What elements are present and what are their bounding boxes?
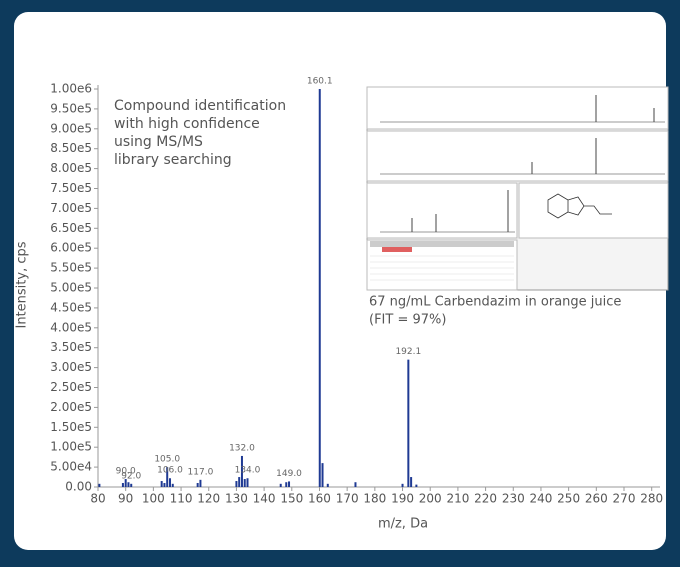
peak (321, 463, 324, 487)
x-tick-label: 260 (585, 492, 608, 506)
peak-label: 106.0 (157, 466, 183, 476)
peak (196, 483, 199, 487)
x-tick-label: 120 (197, 492, 220, 506)
peak (288, 481, 291, 487)
peak (121, 483, 124, 487)
y-axis-title: Intensity, cps (15, 241, 30, 328)
peak (235, 481, 238, 487)
x-tick-label: 210 (446, 492, 469, 506)
peak (166, 467, 169, 487)
x-tick-label: 250 (557, 492, 580, 506)
annotation: using MS/MS (114, 134, 203, 150)
peak (130, 483, 133, 487)
peak-label: 90.0 (116, 467, 136, 477)
y-tick-label: 1.00e6 (50, 82, 92, 96)
peak (240, 455, 243, 487)
x-tick-label: 180 (363, 492, 386, 506)
x-tick-label: 200 (419, 492, 442, 506)
peak-label: 105.0 (154, 455, 180, 465)
x-tick-label: 150 (280, 492, 303, 506)
peak (124, 479, 127, 487)
annotation: with high confidence (114, 116, 260, 132)
x-tick-label: 220 (474, 492, 497, 506)
peak (326, 483, 329, 487)
x-tick-label: 270 (613, 492, 636, 506)
x-tick-label: 110 (170, 492, 193, 506)
peak (160, 481, 163, 487)
peak (98, 483, 101, 487)
peak (163, 483, 166, 487)
x-tick-label: 190 (391, 492, 414, 506)
peak-label: 149.0 (276, 469, 302, 479)
peak-label: 117.0 (188, 467, 214, 477)
x-axis-title: m/z, Da (378, 517, 428, 532)
peak (168, 478, 171, 487)
inset-screenshot (366, 86, 669, 291)
peak (354, 482, 357, 487)
annotation: Compound identification (114, 98, 286, 114)
annotation: library searching (114, 152, 232, 168)
peak (243, 479, 246, 487)
x-tick-label: 140 (253, 492, 276, 506)
peak (285, 482, 288, 487)
peak (238, 477, 241, 487)
x-tick-label: 240 (530, 492, 553, 506)
peak (279, 483, 282, 487)
y-tick-label: 2.00e5 (50, 400, 92, 414)
y-tick-label: 1.50e5 (50, 420, 92, 434)
peak (410, 477, 413, 487)
y-tick-label: 5.50e5 (50, 261, 92, 275)
y-tick-label: 4.00e5 (50, 320, 92, 334)
y-tick-label: 8.00e5 (50, 161, 92, 175)
y-tick-label: 0.00 (65, 480, 92, 494)
y-tick-label: 9.50e5 (50, 101, 92, 115)
peak (127, 482, 130, 487)
x-tick-label: 280 (640, 492, 663, 506)
peak-label: 134.0 (235, 466, 261, 476)
y-tick-label: 6.00e5 (50, 241, 92, 255)
y-tick-label: 7.50e5 (50, 181, 92, 195)
peak (199, 479, 202, 487)
y-tick-label: 9.00e5 (50, 121, 92, 135)
peak-label: 92.0 (121, 471, 141, 481)
peak (401, 483, 404, 487)
peak-label: 132.0 (229, 443, 255, 453)
peak (318, 89, 321, 487)
peak (415, 484, 418, 487)
y-tick-label: 6.50e5 (50, 221, 92, 235)
x-tick-label: 230 (502, 492, 525, 506)
x-tick-label: 130 (225, 492, 248, 506)
peak (171, 483, 174, 487)
x-tick-label: 80 (90, 492, 105, 506)
y-tick-label: 3.50e5 (50, 340, 92, 354)
y-tick-label: 5.00e5 (50, 281, 92, 295)
y-tick-label: 8.50e5 (50, 141, 92, 155)
peak-label: 192.1 (395, 347, 421, 357)
peak (246, 478, 249, 487)
peak-label: 160.1 (307, 77, 333, 87)
peak (407, 359, 410, 487)
caption: (FIT = 97%) (369, 313, 446, 328)
x-tick-label: 90 (118, 492, 133, 506)
y-tick-label: 3.00e5 (50, 360, 92, 374)
x-tick-label: 170 (336, 492, 359, 506)
y-tick-label: 2.50e5 (50, 380, 92, 394)
y-tick-label: 4.50e5 (50, 300, 92, 314)
y-tick-label: 1.00e5 (50, 440, 92, 454)
x-tick-label: 160 (308, 492, 331, 506)
y-tick-label: 5.00e4 (50, 460, 92, 474)
caption: 67 ng/mL Carbendazim in orange juice (369, 295, 621, 310)
y-tick-label: 7.00e5 (50, 201, 92, 215)
x-tick-label: 100 (142, 492, 165, 506)
